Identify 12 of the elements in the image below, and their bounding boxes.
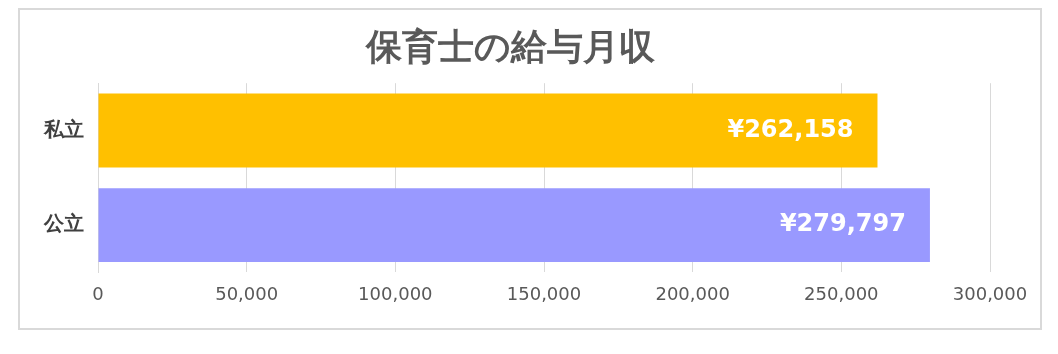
- x-tick-label: 300,000: [952, 282, 1028, 304]
- data-label: ¥262,158: [727, 114, 854, 143]
- x-tick-label: 50,000: [215, 282, 279, 304]
- x-tick-label: 0: [92, 282, 104, 304]
- data-label: ¥279,797: [779, 209, 906, 238]
- x-tick-label: 150,000: [506, 282, 582, 304]
- x-tick-label: 200,000: [655, 282, 730, 304]
- x-tick-label: 100,000: [358, 282, 433, 304]
- y-tick-label: 公立: [43, 211, 84, 236]
- y-tick-label: 私立: [43, 116, 84, 141]
- chart-title: 保育士の給与月収: [363, 25, 656, 67]
- x-tick-label: 250,000: [804, 282, 879, 304]
